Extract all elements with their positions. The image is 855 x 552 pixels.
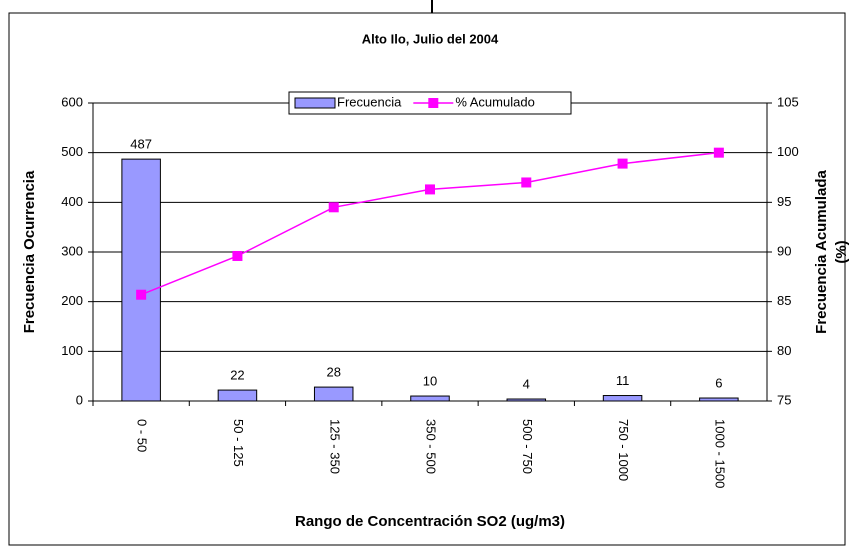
bar [602,395,643,402]
y-tick-label: 0 [76,392,83,407]
y2-tick-label: 100 [777,144,799,159]
marker [425,184,435,195]
data-label: 11 [616,373,630,388]
y2-tick-label: 95 [777,194,791,209]
y2-tick-label: 85 [777,293,791,308]
marker [521,177,532,188]
y2-axis-label: (%) [833,240,850,263]
data-label: 22 [230,368,244,383]
y2-tick-label: 105 [777,94,799,109]
data-label: 4 [523,376,530,391]
bar [217,389,258,402]
x-tick-label: 750 - 1000 [616,419,631,481]
marker [617,158,628,169]
chart-title: Alto Ilo, Julio del 2004 [362,31,499,46]
x-tick-label: 1000 - 1500 [712,419,727,488]
x-tick-label: 500 - 750 [520,419,535,474]
y-tick-label: 300 [61,243,83,258]
data-label: 6 [715,375,722,390]
y2-tick-label: 90 [777,243,791,258]
y-tick-label: 100 [61,343,83,358]
marker [328,202,339,213]
legend-label: Frecuencia [337,94,402,109]
marker [136,289,147,300]
x-axis-label: Rango de Concentración SO2 (ug/m3) [295,513,565,530]
data-label: 487 [130,137,152,152]
data-label: 10 [423,373,437,388]
x-tick-label: 50 - 125 [231,419,246,467]
x-tick-label: 125 - 350 [327,419,342,474]
bar [699,397,739,402]
y-axis-label: Frecuencia Ocurrencia [21,170,38,333]
y-tick-label: 400 [61,194,83,209]
legend-swatch [428,98,439,108]
y2-axis-label: Frecuencia Acumulada [813,170,830,334]
x-tick-label: 0 - 50 [135,419,150,452]
legend-swatch [294,97,336,109]
bar [121,158,161,402]
bar [506,398,547,402]
marker [232,250,243,261]
y2-tick-label: 75 [777,392,791,407]
x-tick-label: 350 - 500 [424,419,439,474]
data-label: 28 [326,365,340,380]
y-tick-label: 200 [61,293,83,308]
bar [313,386,354,402]
y-tick-label: 500 [61,144,83,159]
y2-tick-label: 80 [777,343,791,358]
y-tick-label: 600 [61,94,83,109]
bar [410,395,450,402]
marker [713,147,724,158]
legend-label: % Acumulado [455,94,535,109]
